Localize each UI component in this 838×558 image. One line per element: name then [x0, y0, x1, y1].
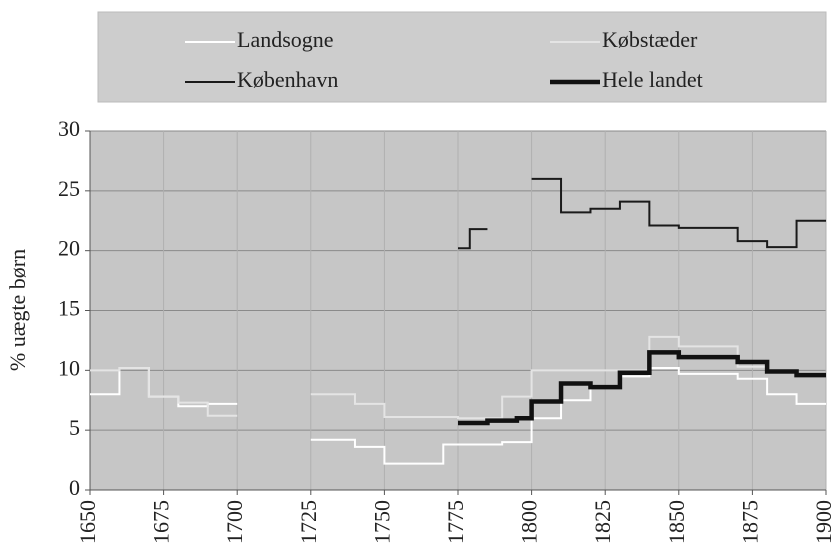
x-tick-label: 1875 [737, 500, 762, 544]
y-tick-label: 5 [69, 415, 80, 440]
x-tick-label: 1800 [517, 500, 542, 544]
x-tick-label: 1750 [369, 500, 394, 544]
legend-label: Landsogne [237, 27, 334, 52]
x-tick-label: 1775 [443, 500, 468, 544]
y-tick-label: 30 [58, 116, 80, 141]
x-tick-label: 1650 [75, 500, 100, 544]
y-tick-label: 15 [58, 296, 80, 321]
legend-box [97, 11, 827, 103]
y-axis-label: % uægte børn [5, 249, 30, 371]
legend-label: Hele landet [602, 67, 703, 92]
legend-label: Købstæder [602, 27, 698, 52]
x-tick-label: 1700 [222, 500, 247, 544]
legend-label: København [237, 67, 338, 92]
y-tick-label: 0 [69, 475, 80, 500]
series-line [458, 350, 826, 426]
x-tick-label: 1850 [664, 500, 689, 544]
y-tick-label: 20 [58, 236, 80, 261]
x-tick-label: 1825 [590, 500, 615, 544]
y-tick-label: 25 [58, 176, 80, 201]
x-tick-label: 1725 [296, 500, 321, 544]
x-tick-label: 1675 [149, 500, 174, 544]
x-tick-label: 1900 [811, 500, 836, 544]
series-line [458, 177, 826, 250]
y-tick-label: 10 [58, 355, 80, 380]
